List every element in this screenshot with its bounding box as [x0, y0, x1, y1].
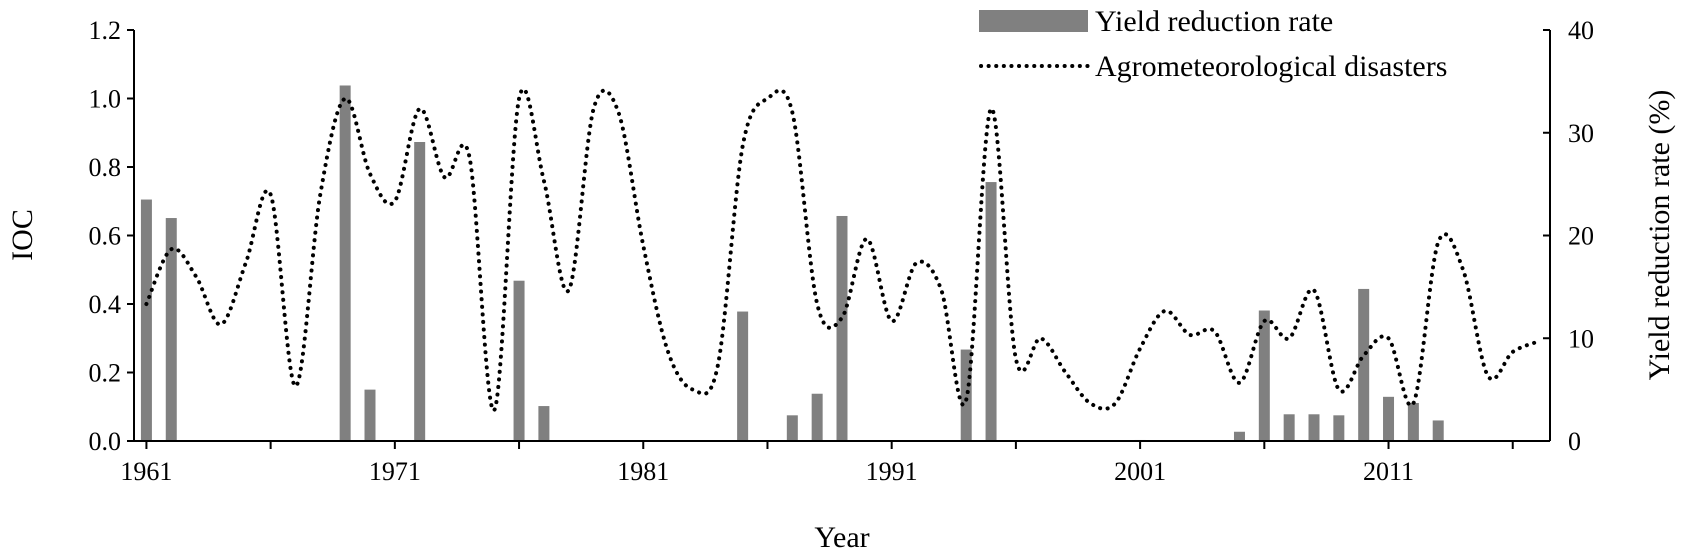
x-tick-label: 2001 [1114, 457, 1166, 486]
x-axis-title: Year [814, 521, 869, 554]
x-tick-label: 1991 [866, 457, 918, 486]
bar-2013 [1432, 420, 1444, 441]
bar-1977 [538, 406, 550, 441]
y-right-tick-label: 30 [1568, 119, 1594, 148]
y-right-tick-label: 10 [1568, 324, 1594, 353]
bar-series [140, 85, 1444, 442]
x-tick-label: 2011 [1363, 457, 1414, 486]
bar-1976 [513, 280, 525, 441]
bar-1988 [811, 393, 823, 441]
y-left-tick-label: 0.2 [89, 359, 122, 388]
y-left-tick-label: 0.6 [89, 222, 122, 251]
bar-2009 [1333, 415, 1345, 441]
y-left-tick-label: 1.0 [89, 85, 122, 114]
bar-1972 [414, 141, 426, 441]
bar-2012 [1407, 402, 1419, 441]
bar-1970 [364, 389, 376, 441]
bar-1985 [737, 311, 749, 441]
y-right-tick-label: 20 [1568, 222, 1594, 251]
bar-2010 [1358, 288, 1370, 441]
y-right-tick-label: 0 [1568, 427, 1581, 456]
bar-1994 [960, 349, 972, 441]
bar-1989 [836, 215, 848, 441]
x-tick-label: 1961 [120, 457, 172, 486]
y-left-tick-label: 1.2 [89, 16, 122, 45]
left-axis-title: IOC [6, 209, 39, 261]
y-left-tick-label: 0.8 [89, 153, 122, 182]
bar-1969 [339, 85, 351, 442]
y-left-tick-label: 0.0 [89, 427, 122, 456]
bar-2007 [1283, 414, 1295, 441]
ticks [127, 29, 1550, 449]
y-left-tick-label: 0.4 [89, 290, 122, 319]
disaster-line [144, 87, 1540, 413]
y-right-tick-label: 40 [1568, 16, 1594, 45]
legend-bar-label: Yield reduction rate [1095, 5, 1333, 38]
right-axis-title: Yield reduction rate (%) [1643, 90, 1676, 381]
legend-bar-swatch [979, 10, 1088, 32]
x-tick-label: 1971 [369, 457, 421, 486]
legend-line-label: Agrometeorological disasters [1095, 50, 1447, 83]
bar-2005 [1233, 431, 1245, 441]
tick-labels: 0.0 0.2 0.4 0.6 0.8 1.0 1.2 0 10 20 30 40 1961 1971 19… [89, 16, 1595, 486]
x-tick-label: 1981 [617, 457, 669, 486]
bar-2008 [1308, 414, 1320, 441]
bar-1962 [165, 218, 177, 441]
bar-1995 [985, 182, 997, 441]
legend: Yield reduction rate Agrometeorological … [979, 5, 1447, 83]
bar-2011 [1383, 396, 1395, 441]
bar-1961 [140, 199, 152, 441]
bar-2006 [1258, 310, 1270, 441]
bar-1987 [786, 415, 798, 441]
